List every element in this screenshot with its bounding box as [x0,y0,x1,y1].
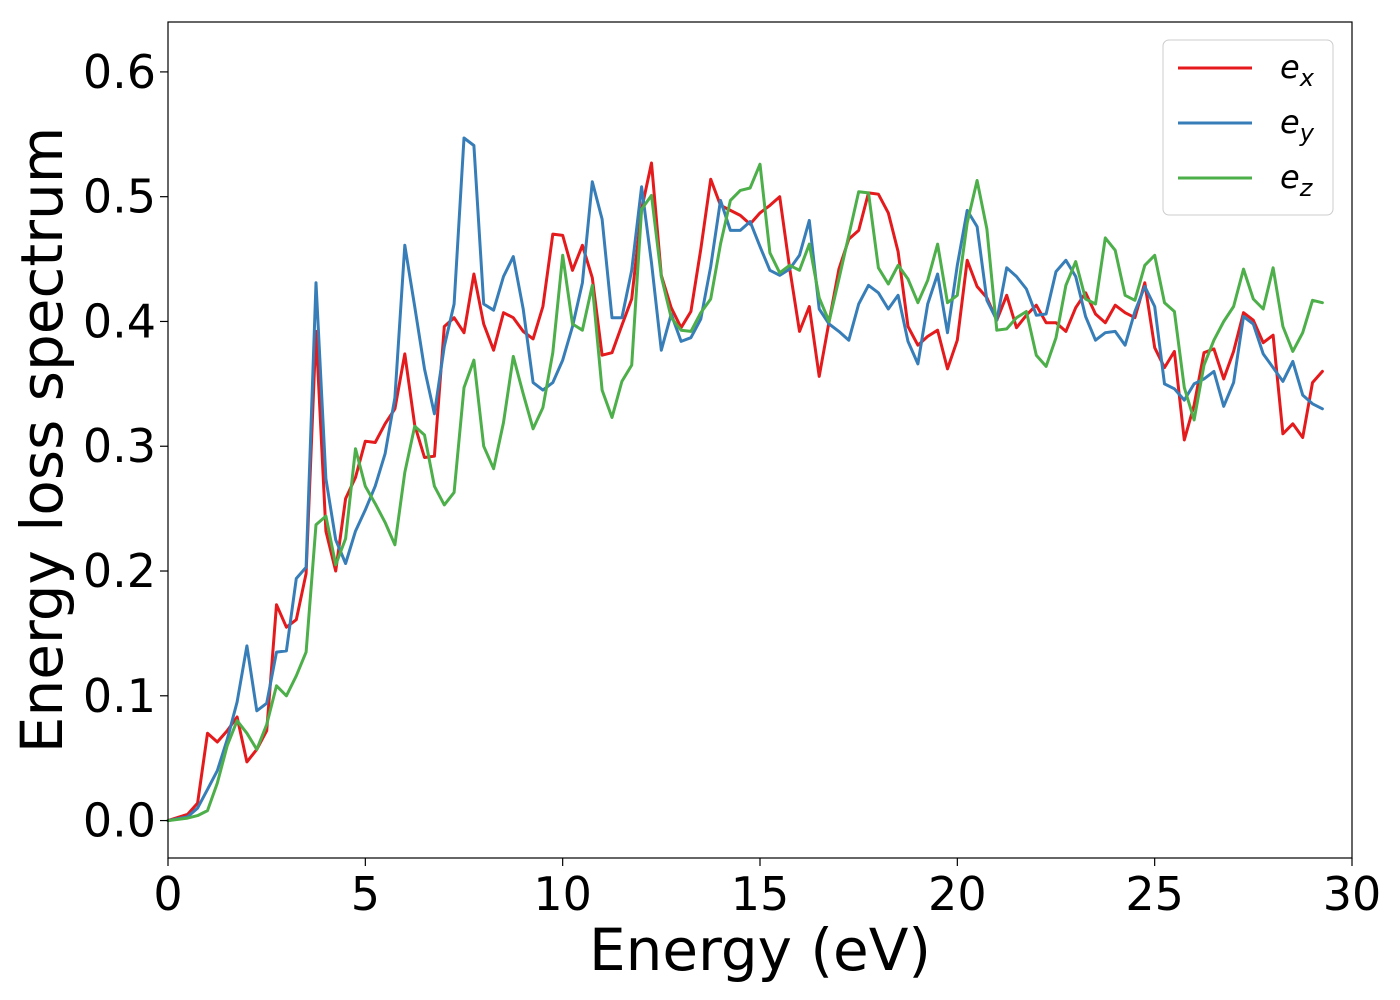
y-tick-label: 0.6 [83,45,156,99]
series-line-y [166,136,1324,823]
legend-frame [1162,39,1334,216]
x-tick-label: 30 [1323,867,1382,921]
x-tick-label: 15 [731,867,790,921]
y-tick-label: 0.5 [83,170,156,224]
y-tick-label: 0.2 [83,544,156,598]
y-tick-label: 0.0 [83,794,156,848]
series-layer [166,136,1324,823]
x-tick-label: 10 [533,867,592,921]
legend-entries: ex ey ez [1178,48,1315,202]
legend-label-y: ey [1280,103,1315,147]
x-axis-label: Energy (eV) [589,916,931,984]
y-tick-label: 0.3 [83,419,156,473]
series-line-z [166,162,1324,823]
x-tick-label: 25 [1125,867,1184,921]
x-axis-ticks: 0 5 10 15 20 25 30 [153,858,1381,921]
y-axis-ticks: 0.0 0.1 0.2 0.3 0.4 0.5 0.6 [83,45,168,848]
legend-label-z: ez [1280,158,1314,202]
y-axis-label: Energy loss spectrum [8,127,76,753]
legend-label-x: ex [1280,48,1315,92]
x-tick-label: 5 [351,867,380,921]
x-tick-label: 0 [153,867,182,921]
x-tick-label: 20 [928,867,987,921]
y-tick-label: 0.1 [83,669,156,723]
y-tick-label: 0.4 [83,294,156,348]
legend: ex ey ez [1162,39,1334,216]
